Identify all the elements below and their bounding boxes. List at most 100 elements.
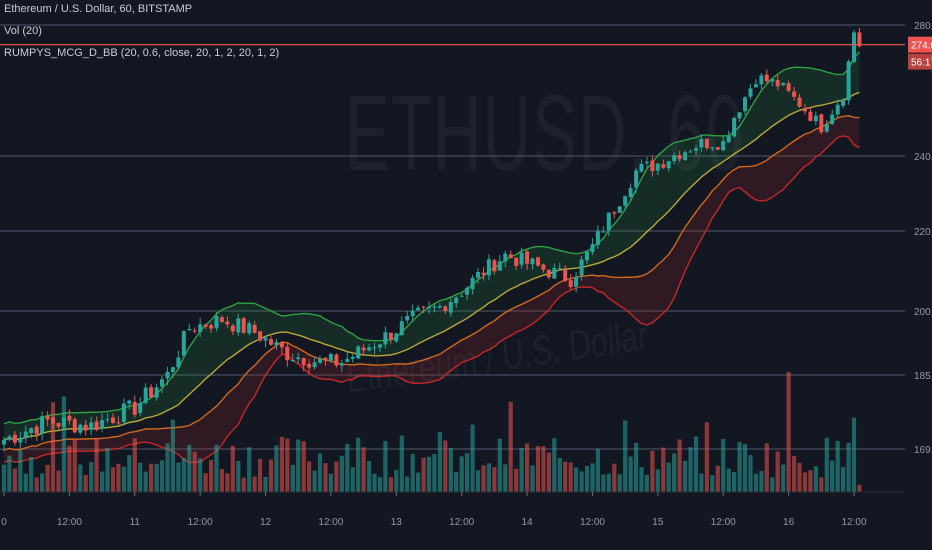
candle-body xyxy=(557,268,562,270)
candle-body xyxy=(323,357,328,360)
candle-body xyxy=(307,363,312,368)
volume-bar xyxy=(263,476,268,492)
volume-bar xyxy=(377,477,383,492)
candle-body xyxy=(448,302,453,313)
candle-body xyxy=(405,316,410,321)
time-tick-label: 11 xyxy=(130,517,141,528)
candle-body xyxy=(187,329,192,331)
candle-body xyxy=(590,244,595,253)
volume-bar xyxy=(40,473,45,492)
legend-indicator[interactable]: RUMPYS_MCG_D_BB (20, 0.6, close, 20, 1, … xyxy=(4,47,280,59)
candle-body xyxy=(345,359,350,362)
candle-body xyxy=(399,321,404,336)
axes: 280.00 240.00 220.00 200.00 185.00 169.00 274.… xyxy=(0,21,932,528)
candle-body xyxy=(743,97,747,112)
candle-body xyxy=(546,269,551,278)
candle-body xyxy=(721,141,726,151)
volume-bar xyxy=(285,438,290,492)
legend-symbol[interactable]: Ethereum / U.S. Dollar, 60, BITSTAMP xyxy=(4,3,193,15)
volume-bar xyxy=(127,455,132,492)
candle-body xyxy=(383,332,388,345)
candle-body xyxy=(132,402,137,415)
volume-bar xyxy=(781,464,786,492)
volume-bar xyxy=(83,475,88,492)
volume-bar xyxy=(241,477,246,492)
volume-bar xyxy=(426,456,432,492)
volume-bar xyxy=(12,468,17,492)
volume-bar xyxy=(503,464,508,492)
volume-bars xyxy=(1,372,862,492)
candle-body xyxy=(410,310,415,317)
candle-body xyxy=(585,251,589,261)
volume-bar xyxy=(514,468,519,492)
candle-body xyxy=(666,161,671,169)
candle-body xyxy=(672,155,677,162)
candle-body xyxy=(367,347,372,351)
volume-bar xyxy=(192,451,197,492)
candle-body xyxy=(732,118,737,137)
volume-bar xyxy=(470,424,475,492)
candle-body xyxy=(830,114,835,124)
volume-bar xyxy=(301,441,306,492)
volume-bar xyxy=(45,464,50,492)
candle-body xyxy=(764,74,769,82)
volume-bar xyxy=(721,439,726,492)
volume-bar xyxy=(290,464,295,492)
candle-body xyxy=(514,257,519,266)
candle-body xyxy=(29,428,34,433)
candle-body xyxy=(2,439,6,445)
time-tick-label: 12:00 xyxy=(711,517,736,528)
candle-body xyxy=(492,260,497,272)
volume-bar xyxy=(650,450,655,492)
candle-body xyxy=(710,147,715,149)
volume-bar xyxy=(203,473,208,492)
volume-bar xyxy=(56,470,61,492)
volume-bar xyxy=(94,437,99,492)
volume-bar xyxy=(89,462,94,492)
volume-bar xyxy=(154,463,159,492)
volume-bar xyxy=(693,436,699,492)
current-price-badge xyxy=(908,36,932,53)
volume-bar xyxy=(792,455,797,492)
candle-body xyxy=(476,272,480,278)
candle-body xyxy=(421,306,426,308)
candle-body xyxy=(454,297,459,304)
price-tick-label: 220.00 xyxy=(914,227,932,238)
candle-body xyxy=(67,415,72,421)
volume-bar xyxy=(350,467,355,492)
candle-body xyxy=(770,79,775,82)
candle-body xyxy=(241,318,246,333)
legend-volume[interactable]: Vol (20) xyxy=(4,25,42,37)
volume-bar xyxy=(7,455,12,492)
volume-bar xyxy=(535,446,541,492)
volume-bar xyxy=(606,473,611,492)
candle-body xyxy=(704,138,709,148)
volume-bar xyxy=(574,467,579,492)
volume-bar xyxy=(639,467,644,492)
candle-body xyxy=(78,424,83,433)
candle-body xyxy=(274,341,279,346)
volume-bar xyxy=(230,445,235,492)
volume-bar xyxy=(405,476,410,492)
volume-bar xyxy=(454,472,459,492)
volume-bar xyxy=(497,438,502,492)
candle-body xyxy=(759,75,764,85)
current-price-label: 274.00 xyxy=(911,41,932,52)
candle-body xyxy=(372,347,377,349)
volume-bar xyxy=(557,457,562,492)
volume-bar xyxy=(742,443,748,492)
candle-body xyxy=(279,343,284,348)
candle-body xyxy=(111,417,115,423)
candle-body xyxy=(263,337,268,341)
volume-bar xyxy=(317,453,323,492)
volume-bar xyxy=(361,447,366,492)
candle-body xyxy=(753,84,758,88)
candle-body xyxy=(165,371,170,379)
candle-body xyxy=(328,354,333,361)
volume-bar xyxy=(617,474,622,492)
volume-bar xyxy=(29,457,34,492)
volume-bar xyxy=(699,473,704,492)
time-tick-label: 12:00 xyxy=(188,517,213,528)
candle-body xyxy=(285,346,290,361)
